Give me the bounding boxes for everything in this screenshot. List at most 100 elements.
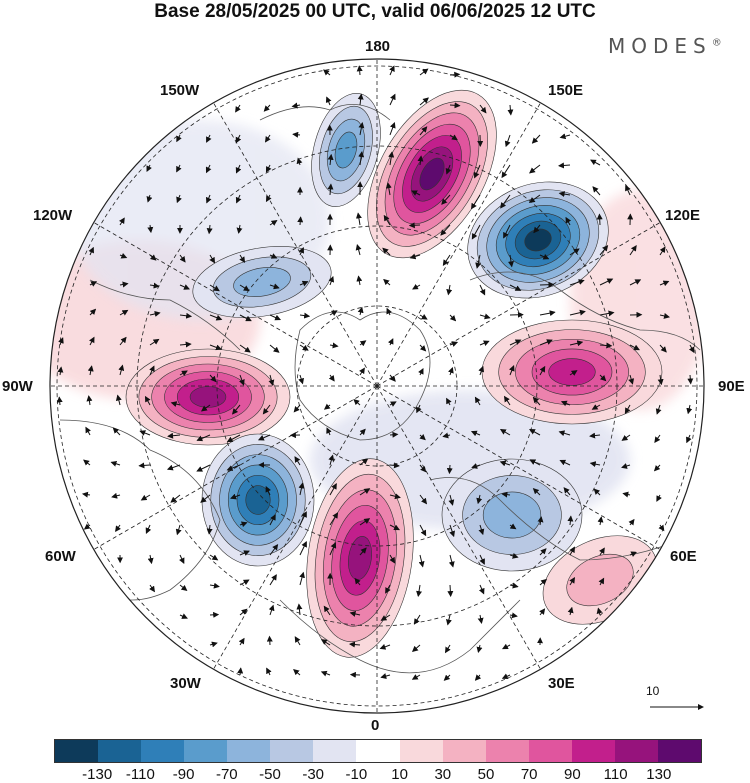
wind-arrow xyxy=(629,551,638,557)
logo-registered-mark: ® xyxy=(711,37,722,49)
wind-arrow xyxy=(268,604,275,616)
negative-anomaly-canada-west xyxy=(192,246,332,318)
wind-arrow xyxy=(629,279,642,286)
wind-arrow xyxy=(209,284,220,292)
wind-arrow xyxy=(659,280,670,287)
anomaly-contour xyxy=(548,358,596,386)
wind-arrow xyxy=(449,102,461,109)
negative-anomaly-east-siberia xyxy=(467,181,609,299)
wind-arrow xyxy=(444,644,451,654)
wind-arrow xyxy=(503,395,511,406)
wind-arrow xyxy=(264,134,271,143)
wind-arrow xyxy=(446,397,452,406)
longitude-label-60E: 60E xyxy=(670,548,697,565)
wind-arrow xyxy=(539,608,546,616)
wind-arrow xyxy=(389,374,396,382)
wind-arrow xyxy=(209,344,222,351)
wind-arrow xyxy=(441,194,451,205)
wind-arrow xyxy=(501,673,511,679)
wind-arrow xyxy=(329,542,337,556)
longitude-label-180: 180 xyxy=(365,38,391,55)
wind-arrow xyxy=(537,516,544,526)
colorbar-swatch xyxy=(55,740,99,762)
colorbar-tick-label: -30 xyxy=(302,766,325,783)
colorbar-swatch xyxy=(141,740,185,762)
wind-arrow xyxy=(499,460,511,467)
wind-arrow xyxy=(560,400,571,407)
longitude-label-60W: 60W xyxy=(45,548,76,565)
wind-arrow xyxy=(388,151,395,166)
wind-arrow xyxy=(327,183,334,196)
colorbar-tick-label: 50 xyxy=(477,766,495,783)
wind-arrow xyxy=(56,396,63,406)
wind-arrow xyxy=(149,282,160,289)
negative-anomaly-scandinavia xyxy=(441,458,583,572)
wind-arrow xyxy=(624,404,631,414)
wind-arrow xyxy=(167,432,181,439)
wind-arrow xyxy=(262,404,271,415)
wind-arrow xyxy=(149,365,155,376)
wind-arrow xyxy=(323,69,331,76)
colorbar-swatch xyxy=(313,740,357,762)
wind-arrow xyxy=(299,312,311,319)
wind-arrow xyxy=(389,93,396,106)
wind-arrow xyxy=(442,432,451,439)
map-title: Base 28/05/2025 00 UTC, valid 06/06/2025… xyxy=(154,1,596,22)
wind-arrow xyxy=(628,518,635,526)
wind-arrow xyxy=(235,134,242,144)
wind-arrow xyxy=(329,483,337,496)
colorbar-swatch xyxy=(227,740,271,762)
coastline xyxy=(89,279,241,351)
wind-arrow xyxy=(389,401,397,407)
wind-arrow xyxy=(509,552,519,559)
colorbar-swatch xyxy=(356,740,400,762)
wind-arrow xyxy=(179,312,193,319)
wind-arrow xyxy=(209,314,223,321)
wind-arrow xyxy=(196,434,211,442)
colorbar xyxy=(54,739,702,763)
wind-arrow xyxy=(477,614,484,624)
wind-arrow xyxy=(622,491,631,498)
wind-arrow xyxy=(567,606,574,616)
wind-arrow xyxy=(355,244,362,256)
wind-arrow xyxy=(593,488,601,496)
wind-arrow xyxy=(389,554,396,564)
wind-arrow xyxy=(419,464,427,473)
wind-arrow xyxy=(559,133,571,140)
wind-arrow xyxy=(501,643,511,650)
wind-arrow xyxy=(569,279,585,286)
anomaly-contour xyxy=(482,491,542,539)
wind-arrow xyxy=(139,430,151,436)
wind-arrow xyxy=(599,547,605,556)
wind-arrow xyxy=(413,614,421,625)
wind-arrow xyxy=(628,374,635,385)
wind-arrow xyxy=(563,487,571,496)
wind-arrow xyxy=(329,512,339,526)
colorbar-tick-label: -130 xyxy=(82,766,113,783)
wind-arrow xyxy=(419,68,429,76)
wind-arrow xyxy=(599,278,614,286)
meridian-line xyxy=(376,385,663,552)
colorbar-tick-label: -70 xyxy=(215,766,238,783)
anomaly-contour xyxy=(189,386,227,408)
colorbar-swatch xyxy=(270,740,314,762)
wind-arrow xyxy=(408,222,421,229)
wind-arrow xyxy=(539,310,556,317)
wind-arrow xyxy=(328,374,335,382)
wind-arrow xyxy=(110,460,121,467)
wind-arrow xyxy=(81,491,91,498)
wind-arrow xyxy=(266,667,272,676)
colorbar-swatch xyxy=(399,740,443,762)
wind-arrow xyxy=(239,521,248,528)
wind-arrow xyxy=(299,511,307,526)
wind-arrow xyxy=(269,283,280,290)
wind-arrow xyxy=(359,488,371,496)
longitude-label-150W: 150W xyxy=(160,82,200,99)
wind-arrow xyxy=(528,194,541,203)
wind-arrow xyxy=(449,314,457,322)
wind-arrow xyxy=(86,395,93,406)
wind-arrow xyxy=(419,524,427,537)
wind-arrow xyxy=(654,434,661,443)
positive-anomaly-hudson-bay xyxy=(125,348,291,446)
wind-arrow xyxy=(509,365,515,376)
